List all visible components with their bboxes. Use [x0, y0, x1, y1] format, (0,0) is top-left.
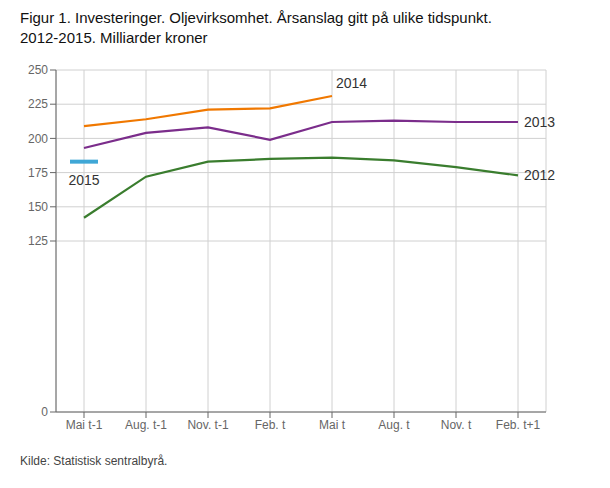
svg-text:Feb. t+1: Feb. t+1 — [496, 418, 541, 432]
svg-text:Nov. t: Nov. t — [441, 418, 472, 432]
svg-text:125: 125 — [28, 234, 48, 248]
svg-text:250: 250 — [28, 63, 48, 77]
svg-text:175: 175 — [28, 166, 48, 180]
svg-text:Nov. t-1: Nov. t-1 — [187, 418, 228, 432]
svg-text:200: 200 — [28, 132, 48, 146]
svg-text:2014: 2014 — [336, 75, 367, 91]
svg-text:2015: 2015 — [68, 172, 99, 188]
html-text:2012-2015. Milliarder kroner: 2012-2015. Milliarder kroner — [20, 29, 208, 46]
svg-text:225: 225 — [28, 97, 48, 111]
svg-text:Mai t: Mai t — [319, 418, 346, 432]
svg-text:0: 0 — [41, 405, 48, 419]
html-text:Figur 1. Investeringer. Oljevi: Figur 1. Investeringer. Oljevirksomhet. … — [20, 9, 492, 26]
svg-text:Aug. t: Aug. t — [378, 418, 410, 432]
svg-text:Aug. t-1: Aug. t-1 — [125, 418, 167, 432]
svg-text:2013: 2013 — [524, 114, 555, 130]
svg-text:Feb. t: Feb. t — [255, 418, 286, 432]
svg-text:150: 150 — [28, 200, 48, 214]
html-text:Kilde: Statistisk sentralbyrå.: Kilde: Statistisk sentralbyrå. — [20, 454, 168, 468]
svg-text:2012: 2012 — [524, 167, 555, 183]
svg-text:Mai t-1: Mai t-1 — [66, 418, 103, 432]
